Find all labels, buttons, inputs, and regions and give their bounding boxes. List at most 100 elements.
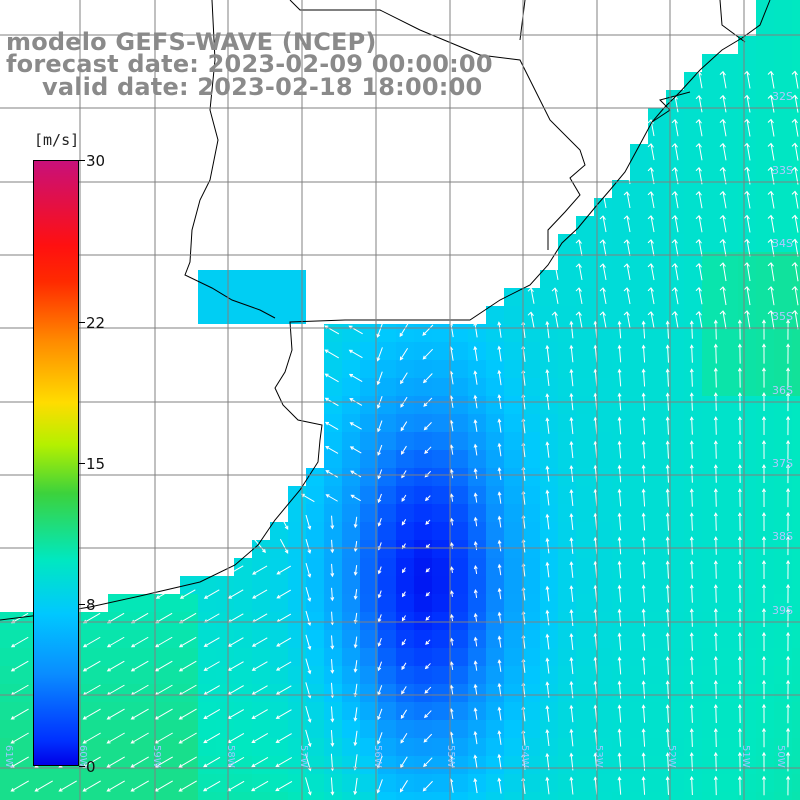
field-cell — [432, 450, 450, 468]
wind-arrow — [497, 635, 502, 648]
colorbar-tick-label: 22 — [86, 313, 106, 332]
field-cell — [522, 612, 540, 630]
wind-arrow — [350, 494, 361, 502]
wind-arrow — [641, 368, 646, 387]
wind-arrow — [671, 311, 679, 329]
field-cell — [432, 324, 450, 342]
field-cell — [18, 720, 36, 738]
field-cell — [702, 72, 720, 90]
field-cell — [756, 702, 774, 720]
wind-arrow — [737, 319, 742, 340]
field-cell — [540, 666, 558, 684]
field-cell — [486, 648, 504, 666]
wind-arrow — [551, 311, 559, 328]
field-cell — [684, 432, 702, 450]
wind-arrow — [569, 561, 574, 578]
field-cell — [288, 702, 306, 720]
field-cell — [648, 468, 666, 486]
field-cell — [36, 792, 54, 800]
field-cell — [450, 738, 468, 756]
field-cell — [342, 558, 360, 576]
field-cell — [594, 558, 612, 576]
field-cell — [612, 414, 630, 432]
field-cell — [648, 306, 666, 324]
field-cell — [684, 684, 702, 702]
wind-arrow — [617, 560, 622, 579]
field-cell — [702, 270, 720, 288]
field-cell — [774, 306, 792, 324]
field-cell — [180, 756, 198, 774]
wind-arrow — [305, 777, 312, 796]
field-cell — [432, 522, 450, 540]
field-cell — [630, 252, 648, 270]
wind-arrow — [376, 347, 383, 362]
field-cell — [666, 216, 684, 234]
field-cell — [666, 342, 684, 360]
field-cell — [720, 162, 738, 180]
field-cell — [702, 720, 720, 738]
field-cell — [270, 774, 288, 792]
field-cell — [684, 306, 702, 324]
field-cell — [540, 792, 558, 800]
field-cell — [342, 702, 360, 720]
lat-label: 36S — [772, 384, 793, 397]
wind-arrow — [761, 343, 766, 364]
field-cell — [684, 360, 702, 378]
field-cell — [468, 468, 486, 486]
field-cell — [108, 666, 126, 684]
field-cell — [792, 0, 800, 18]
field-cell — [0, 720, 18, 738]
wind-arrow — [497, 659, 502, 672]
field-cell — [774, 36, 792, 54]
field-cell — [540, 270, 558, 288]
wind-arrow — [545, 705, 550, 722]
field-cell — [90, 612, 108, 630]
lat-label: 34S — [772, 237, 793, 250]
field-cell — [738, 468, 756, 486]
field-cell — [774, 18, 792, 36]
field-cell — [684, 522, 702, 540]
field-cell — [720, 648, 738, 666]
field-cell — [108, 756, 126, 774]
field-cell — [738, 252, 756, 270]
wind-arrow — [254, 539, 266, 554]
wind-arrow — [695, 118, 703, 137]
field-cell — [702, 144, 720, 162]
field-cell — [18, 702, 36, 720]
field-cell — [576, 324, 594, 342]
field-cell — [450, 594, 468, 612]
wind-arrow — [695, 238, 703, 257]
field-cell — [576, 648, 594, 666]
wind-arrow — [761, 727, 766, 748]
field-cell — [666, 324, 684, 342]
field-cell — [468, 612, 486, 630]
field-cell — [342, 756, 360, 774]
field-cell — [576, 612, 594, 630]
field-cell — [756, 54, 774, 72]
wind-arrow — [761, 319, 766, 340]
wind-arrow — [377, 469, 383, 480]
field-cell — [738, 360, 756, 378]
field-cell — [378, 378, 396, 396]
lon-label: 52W — [666, 745, 677, 768]
field-cell — [486, 468, 504, 486]
wind-arrow — [449, 613, 454, 622]
field-cell — [720, 450, 738, 468]
field-cell — [504, 396, 522, 414]
field-cell — [720, 612, 738, 630]
field-cell — [0, 702, 18, 720]
field-cell — [198, 666, 216, 684]
wind-arrow — [671, 191, 679, 209]
wind-arrow — [713, 584, 718, 603]
colorbar-tick-mark — [79, 766, 85, 767]
wind-arrow — [545, 752, 550, 771]
field-cell — [648, 144, 666, 162]
field-cell — [630, 180, 648, 198]
field-cell — [360, 450, 378, 468]
field-cell — [720, 792, 738, 800]
wind-arrow — [761, 487, 766, 507]
field-cell — [342, 612, 360, 630]
field-cell — [126, 630, 144, 648]
field-cell — [756, 594, 774, 612]
field-cell — [396, 648, 414, 666]
